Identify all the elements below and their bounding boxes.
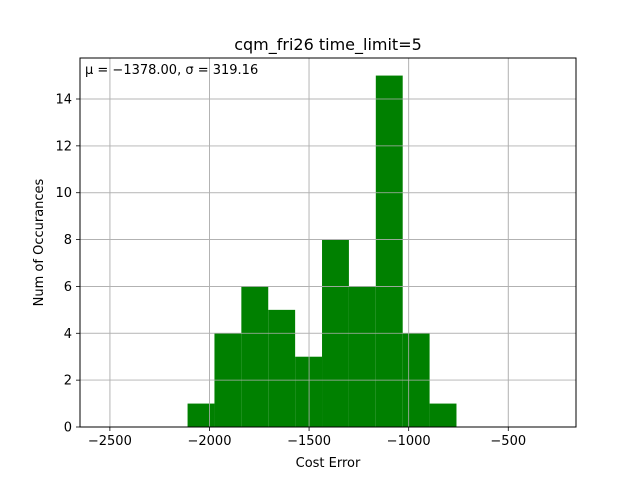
- histogram-bar: [348, 286, 376, 427]
- y-tick-label: 10: [55, 186, 72, 201]
- y-tick-label: 6: [64, 280, 72, 295]
- histogram-bar: [241, 286, 269, 427]
- y-tick-label: 2: [64, 374, 72, 389]
- histogram-bar: [295, 356, 323, 427]
- x-tick-label: −500: [490, 434, 526, 449]
- y-tick-label: 8: [64, 233, 72, 248]
- x-tick-label: −1000: [387, 434, 431, 449]
- y-tick-label: 4: [64, 327, 72, 342]
- chart-title: cqm_fri26 time_limit=5: [234, 35, 422, 55]
- stats-annotation: μ = −1378.00, σ = 319.16: [85, 63, 258, 78]
- y-tick-label: 12: [55, 139, 72, 154]
- y-tick-label: 0: [64, 421, 72, 436]
- histogram-bars: [80, 58, 576, 428]
- histogram-bar: [375, 75, 403, 428]
- x-tick-label: −1500: [287, 434, 331, 449]
- y-axis-label: Num of Occurances: [32, 178, 47, 306]
- plot-frame: [79, 57, 577, 428]
- histogram-bar: [268, 309, 296, 427]
- histogram-bar: [187, 403, 215, 427]
- x-tick-label: −2500: [88, 434, 132, 449]
- histogram-bar: [429, 403, 457, 427]
- x-tick-label: −2000: [187, 434, 231, 449]
- axis-ticks: −2500 −2000 −1500 −1000 −500 0 2 4 6 8 10 12 14: [55, 93, 526, 450]
- y-tick-label: 14: [55, 93, 72, 108]
- x-axis-label: Cost Error: [296, 456, 361, 471]
